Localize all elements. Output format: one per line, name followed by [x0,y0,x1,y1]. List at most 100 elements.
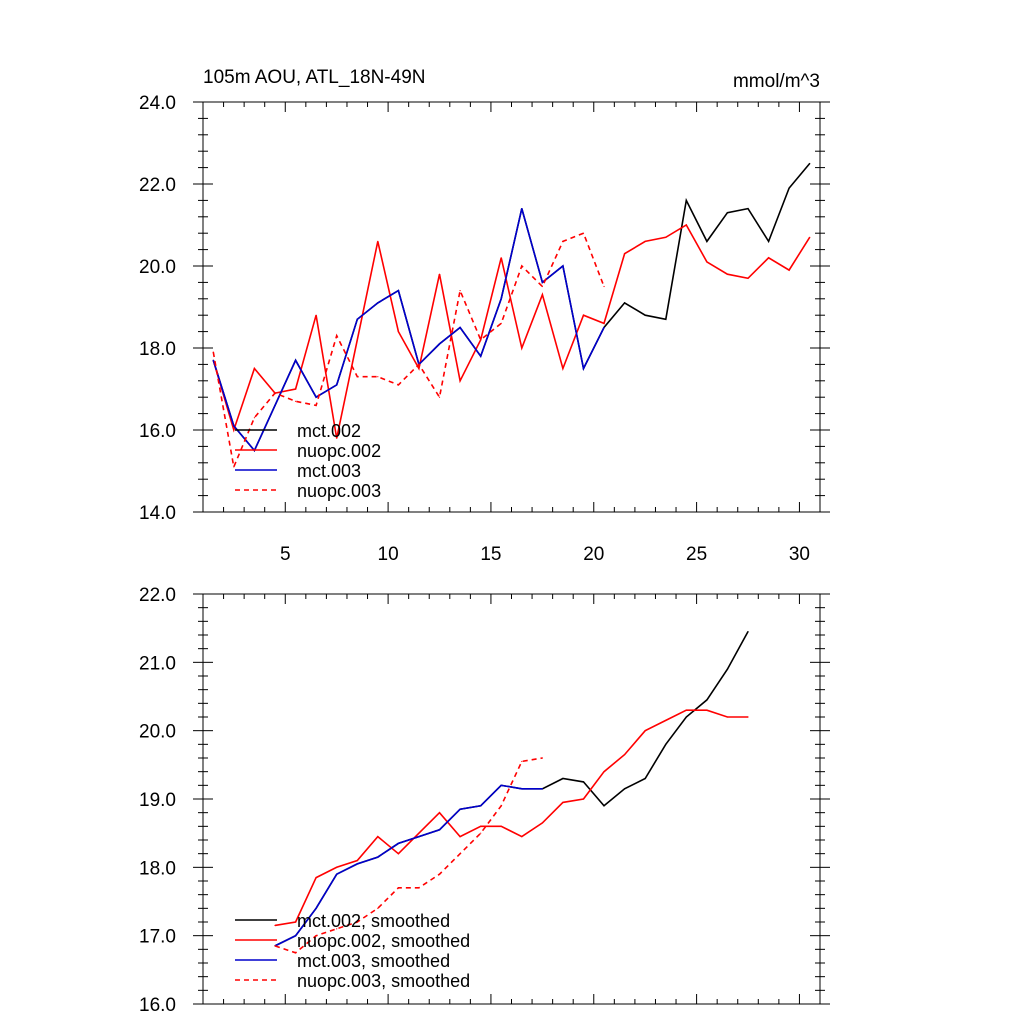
data-point [726,212,729,214]
data-point [315,907,317,909]
x-tick-label: 5 [280,544,291,565]
series-line [274,784,543,947]
data-point [624,302,626,304]
series-line [212,232,605,470]
plot-frame [202,101,821,513]
data-point [480,805,482,807]
data-point [624,753,626,756]
data-point [397,290,399,292]
data-point [521,265,523,267]
data-point [377,302,379,304]
series-line [274,757,543,954]
data-point [562,367,564,370]
data-point [603,326,605,329]
data-point [603,285,605,288]
y-tick-label: 22.0 [139,585,176,606]
data-point [624,253,626,255]
data-point [418,832,420,834]
y-tick-label: 24.0 [139,93,176,114]
data-point [480,825,482,827]
x-tick-label: 25 [686,544,707,565]
data-point [500,322,502,324]
data-point [541,285,543,288]
legend-label: nuopc.003 [297,481,381,501]
data-point [253,367,256,370]
data-point [459,835,461,838]
y-tick-label: 19.0 [139,790,176,811]
legend-label: nuopc.002, smoothed [297,931,470,951]
y-tick-label: 14.0 [139,503,176,524]
data-point [336,928,338,930]
data-point [377,856,379,858]
data-point [294,400,297,402]
y-tick-label: 18.0 [139,339,176,360]
data-point [706,709,708,711]
data-point [377,835,379,838]
data-point [665,236,667,238]
data-point [459,853,461,855]
data-point [685,709,687,711]
bottom-chart-panel: 16.0 17.0 18.0 19.0 20.0 21.0 22.0 mct.002, smo… [139,585,830,1016]
data-point [438,873,441,875]
x-tick-label: 30 [789,544,810,565]
data-point [706,240,708,242]
data-point [438,273,441,275]
data-point [809,236,811,238]
data-point [418,887,420,889]
data-point [644,240,646,242]
data-point [233,466,235,468]
y-tick-label: 16.0 [139,995,176,1016]
data-point [459,380,461,382]
y-tick-label: 17.0 [139,927,176,948]
data-point [418,835,420,838]
data-point [397,384,399,386]
data-point [480,355,482,357]
data-point [665,719,667,722]
data-point [726,273,729,275]
data-point [500,298,502,300]
y-tick-label: 21.0 [139,653,176,674]
data-point [356,376,358,378]
data-point [356,863,358,865]
data-point [274,404,276,406]
data-point [377,376,379,378]
data-point [521,760,523,763]
data-point [336,866,338,868]
data-point [459,290,461,292]
data-point [315,876,317,879]
data-point [438,812,441,814]
y-tick-label: 22.0 [139,175,176,196]
data-point [438,829,441,831]
data-point [377,907,379,909]
series-line [212,162,811,452]
data-point [315,935,317,937]
data-point [541,788,543,790]
data-point [603,805,605,807]
data-point [521,208,523,210]
data-point [788,187,790,189]
series-line [274,631,749,947]
legend-label: nuopc.003, smoothed [297,971,470,991]
data-point [582,781,585,783]
data-point [397,331,399,333]
data-point [233,429,235,431]
data-point [459,808,461,810]
data-point [418,367,420,370]
data-point [274,924,276,927]
legend-label: mct.002 [297,421,361,441]
data-point [644,730,646,732]
data-point [582,367,585,370]
data-point [767,240,770,242]
data-point [397,887,399,889]
data-point [438,396,441,398]
data-point [685,224,687,226]
data-point [212,359,214,361]
y-tick-label: 20.0 [139,257,176,278]
data-point [809,162,811,165]
data-point [356,859,358,862]
data-point [377,240,379,242]
data-point [500,805,502,807]
data-point [294,921,297,923]
data-point [294,935,297,937]
data-point [665,743,667,745]
